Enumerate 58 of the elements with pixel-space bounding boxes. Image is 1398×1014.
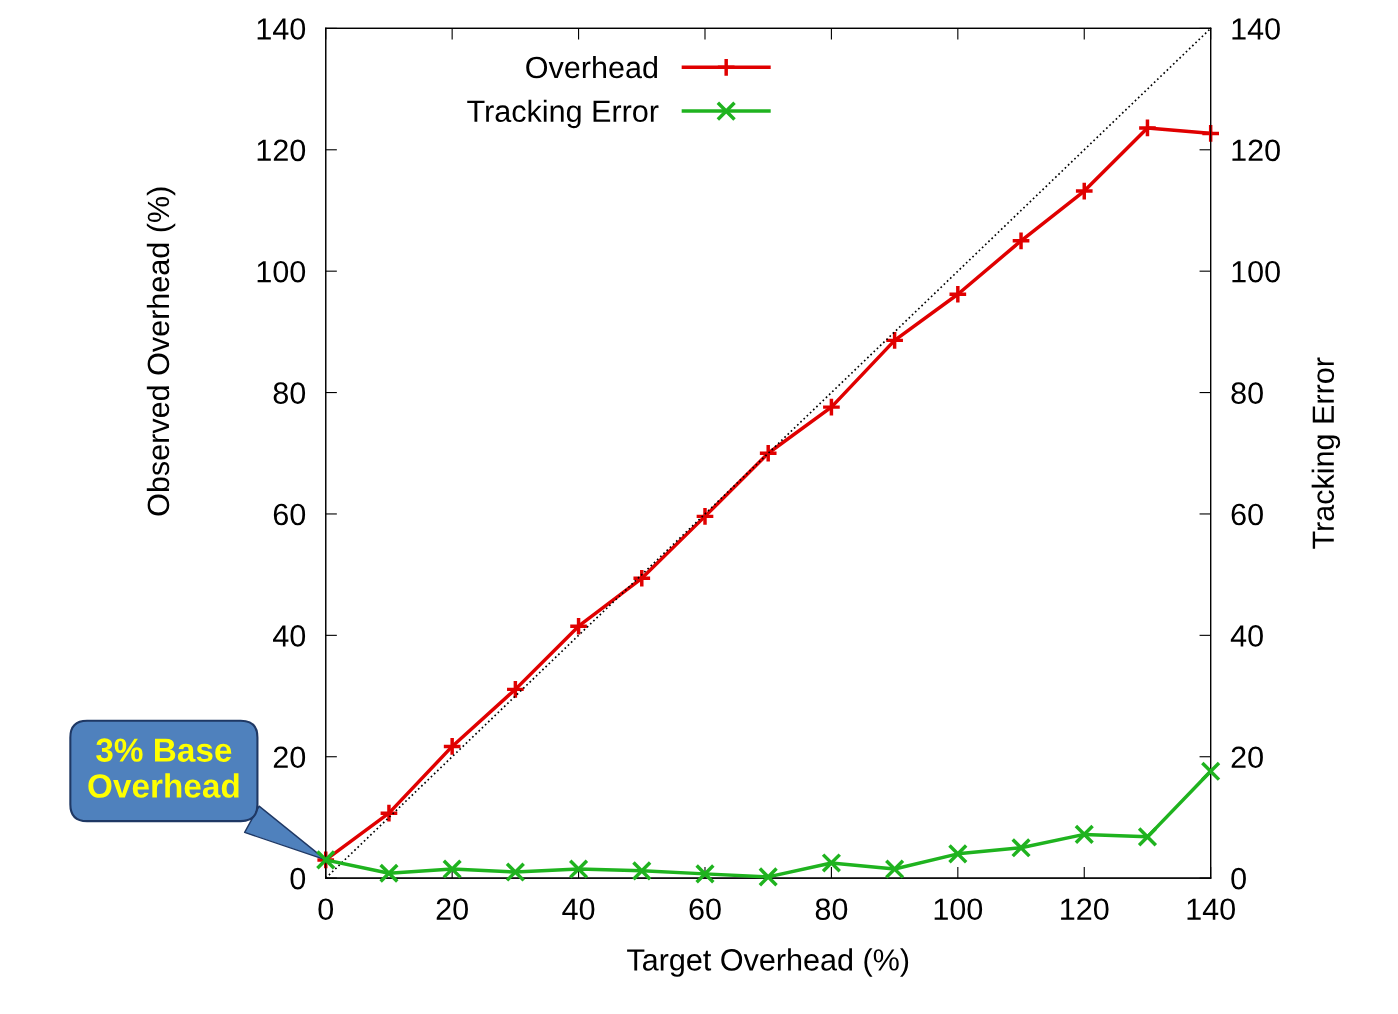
point — [694, 863, 716, 884]
point — [1074, 180, 1095, 202]
point — [631, 568, 652, 589]
point — [442, 858, 463, 880]
point — [1137, 826, 1158, 847]
point — [884, 858, 905, 880]
point — [1137, 117, 1158, 139]
point — [1010, 837, 1032, 858]
point — [758, 443, 779, 464]
y-tick-label: 80 — [273, 382, 306, 404]
y-tick-label: 40 — [273, 625, 306, 647]
text: 3% Base Overhead — [88, 738, 239, 798]
y2-tick-label: 0 — [1231, 867, 1246, 890]
y2-tick-label: 40 — [1230, 625, 1263, 647]
point — [378, 803, 400, 824]
y2-tick-label: 20 — [1231, 746, 1263, 769]
x-tick-label: 20 — [436, 898, 468, 921]
point — [947, 843, 968, 864]
point — [758, 866, 779, 887]
y2-tick-label: 140 — [1232, 18, 1280, 40]
point — [1200, 761, 1221, 782]
point — [378, 863, 400, 884]
legend-label: Tracking Error — [467, 99, 659, 129]
point — [947, 284, 968, 305]
y-tick-label: 100 — [257, 260, 306, 283]
point — [1010, 230, 1032, 251]
y2-axis-title: Tracking Error — [1311, 357, 1341, 549]
point — [442, 736, 463, 757]
y2-tick-label: 80 — [1231, 382, 1263, 404]
y-tick-label: 0 — [290, 867, 306, 890]
x-tick-label: 100 — [934, 898, 983, 921]
y-tick-label: 140 — [257, 18, 306, 40]
y-tick-label: 120 — [257, 139, 306, 162]
x-tick-label: 40 — [562, 898, 595, 921]
x-axis-title: Target Overhead (%) — [627, 948, 909, 977]
point — [631, 860, 652, 881]
point — [568, 858, 589, 880]
point — [1200, 123, 1221, 144]
point — [884, 330, 905, 351]
point — [821, 397, 842, 418]
legend-label: Overhead — [526, 55, 657, 79]
x-tick-label: 120 — [1061, 898, 1109, 921]
y2-tick-label: 120 — [1232, 139, 1280, 162]
point — [505, 679, 526, 700]
y-tick-label: 60 — [273, 503, 306, 526]
x-tick-label: 80 — [815, 898, 848, 921]
x-tick-label: 140 — [1187, 898, 1235, 921]
y2-tick-label: 100 — [1232, 260, 1280, 283]
y2-tick-label: 60 — [1231, 503, 1263, 526]
point — [568, 616, 589, 637]
y-tick-label: 20 — [273, 746, 306, 769]
x-tick-label: 0 — [318, 898, 334, 921]
y-axis-title: Observed Overhead (%) — [146, 187, 176, 516]
x-tick-label: 60 — [689, 898, 721, 921]
point — [821, 852, 842, 874]
point — [694, 506, 716, 527]
point — [1074, 824, 1095, 845]
point — [505, 861, 526, 883]
